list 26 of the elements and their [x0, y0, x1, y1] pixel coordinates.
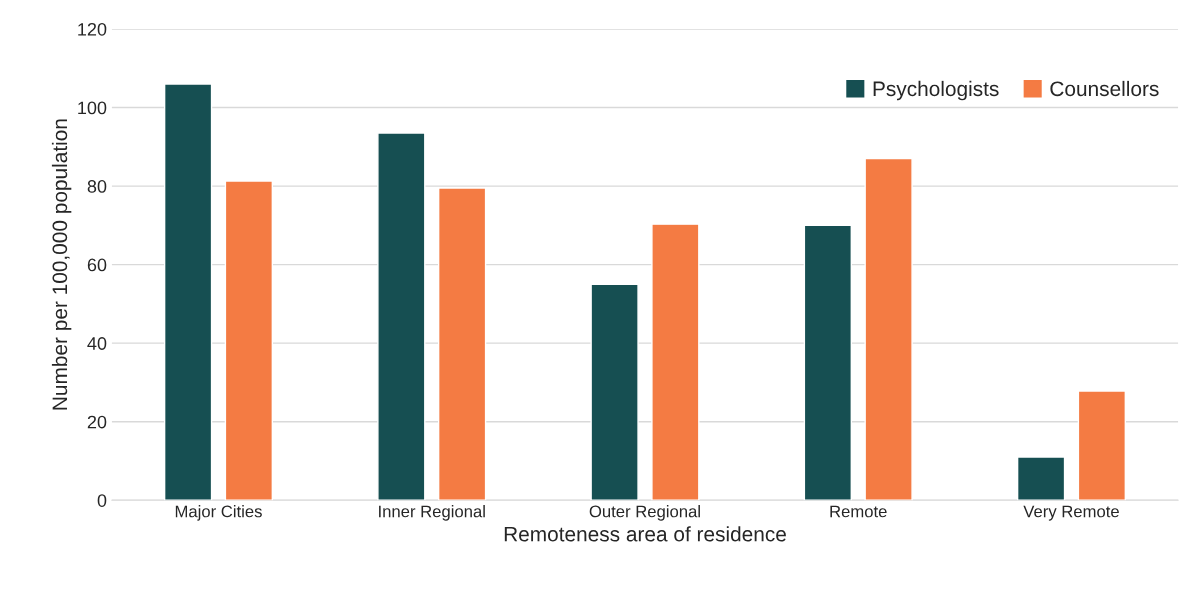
x-tick-label: Inner Regional — [379, 505, 485, 521]
legend-label: Psychologists — [873, 80, 999, 101]
x-tick-label: Very Remote — [1023, 505, 1119, 521]
bar — [803, 224, 852, 501]
bar — [377, 132, 426, 501]
y-tick-label: 100 — [78, 101, 107, 115]
y-tick-label: 40 — [87, 337, 107, 350]
bar — [224, 180, 274, 501]
bar — [1016, 456, 1066, 501]
bar — [437, 187, 487, 501]
y-axis-title: Number per 100,000 population — [51, 119, 72, 410]
y-tick-label: 80 — [87, 180, 107, 193]
legend-label: Counsellors — [1050, 80, 1159, 97]
y-tick-label: 20 — [87, 415, 107, 429]
bar — [1077, 390, 1127, 501]
bar — [864, 157, 913, 501]
x-tick-label: Remote — [830, 505, 887, 518]
x-axis-title: Remoteness area of residence — [504, 526, 786, 542]
bar — [590, 283, 639, 501]
bar — [163, 83, 213, 501]
y-tick-label: 60 — [87, 258, 107, 272]
x-tick-label: Major Cities — [175, 505, 262, 521]
bar — [651, 223, 700, 501]
x-tick-label: Outer Regional — [589, 505, 700, 521]
y-tick-label: 120 — [78, 22, 107, 36]
y-tick-label: 0 — [97, 494, 107, 507]
